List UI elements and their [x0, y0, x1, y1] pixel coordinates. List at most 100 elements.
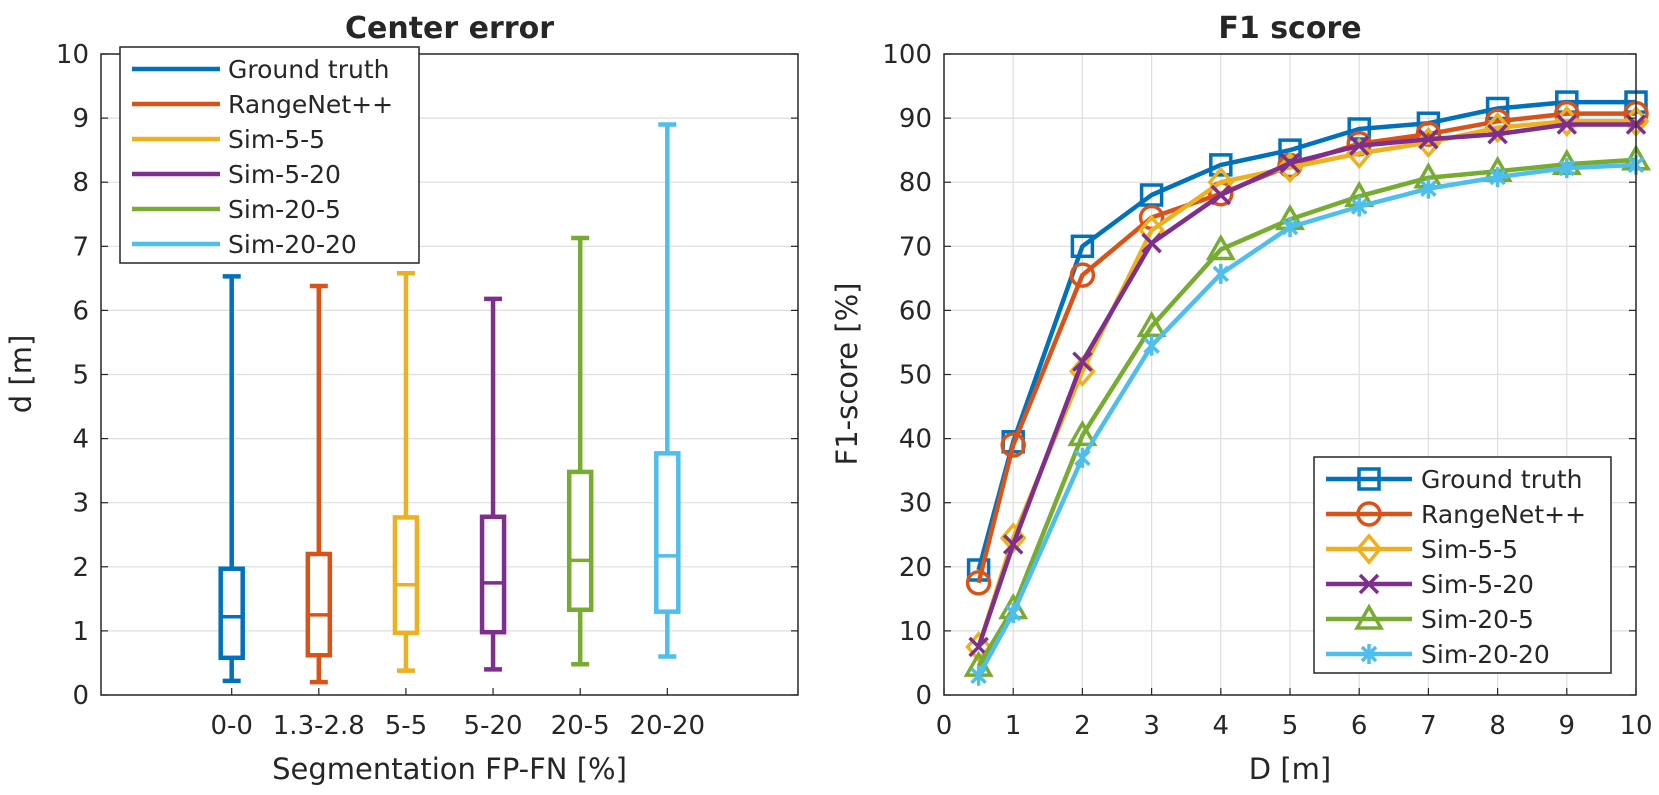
box-iqr [392, 515, 420, 636]
box-sim-20-5 [566, 235, 594, 667]
f1-score-lines [963, 90, 1652, 686]
f1-score-x-tick-label: 1 [1005, 711, 1022, 741]
point-ground-truth [1278, 138, 1302, 162]
point-sim-5-20 [1487, 123, 1508, 145]
f1-score-legend: Ground truth RangeNet++ Sim-5-5 Sim-5-20 Sim… [1313, 456, 1612, 674]
box-sim-20-20 [654, 122, 681, 659]
center-error-x-tick-label: 5-20 [464, 711, 523, 741]
f1-score-y-tick-label: 40 [899, 425, 932, 455]
point-sim-5-20 [1210, 184, 1232, 206]
center-error-y-tick-label: 4 [72, 425, 89, 455]
f1-score-y-tick-label: 100 [882, 40, 932, 70]
center-error-x-tick-label: 5-5 [385, 711, 427, 741]
center-error-y-tick-label: 5 [72, 361, 89, 391]
legend-marker-sim-20-20 [1360, 644, 1378, 664]
legend-label-rangenet: RangeNet++ [228, 90, 393, 119]
center-error-x-axis-label: Segmentation FP-FN [%] [272, 752, 627, 786]
point-sim-20-20 [970, 665, 987, 686]
f1-score-y-axis-label: F1-score [%] [830, 283, 864, 466]
legend-label-sim-5-5: Sim-5-5 [1421, 535, 1518, 564]
center-error-x-tick-label: 1.3-2.8 [273, 711, 365, 741]
f1-score-y-tick-label: 60 [899, 296, 932, 326]
point-sim-20-5 [1205, 233, 1236, 261]
box-sim-5-20 [479, 296, 507, 672]
point-sim-5-5 [965, 631, 992, 663]
point-ground-truth [1485, 96, 1510, 121]
box-iqr [654, 451, 681, 614]
center-error-ticks: 0 1 2 3 4 5 6 7 8 9 10 0-0 1.3-2.8 5-5 5-20 20-5 20-20 [56, 40, 798, 741]
center-error-x-tick-label: 20-5 [551, 711, 610, 741]
point-sim-5-20 [1418, 129, 1439, 150]
center-error-y-tick-label: 9 [72, 104, 89, 134]
f1-score-x-tick-label: 2 [1074, 711, 1091, 741]
box-iqr [566, 469, 594, 612]
point-sim-20-20 [1143, 335, 1160, 356]
f1-score-x-axis-label: D [m] [1249, 752, 1331, 786]
center-error-y-tick-label: 2 [72, 553, 89, 583]
box-iqr [305, 551, 333, 658]
center-error-chart: 0 1 2 3 4 5 6 7 8 9 10 0-0 1.3-2.8 5-5 5-20 20-5 20-20 C… [4, 11, 799, 786]
f1-score-x-tick-label: 7 [1420, 711, 1437, 741]
f1-score-ticks: 0 10 20 30 40 50 60 70 80 90 100 0 1 2 3 4 5 6 7 8 9 10 [882, 40, 1652, 741]
box-iqr [479, 514, 507, 635]
f1-score-x-tick-label: 9 [1559, 711, 1576, 741]
f1-score-x-tick-label: 10 [1619, 711, 1652, 741]
f1-score-x-tick-label: 0 [936, 711, 953, 741]
point-rangenet [1415, 121, 1442, 147]
point-sim-20-5 [1136, 310, 1167, 338]
legend-label-sim-20-5: Sim-20-5 [1421, 605, 1534, 634]
point-sim-5-20 [1279, 152, 1301, 174]
center-error-title: Center error [345, 11, 554, 46]
center-error-y-tick-label: 8 [72, 168, 89, 198]
legend-label-sim-5-20: Sim-5-20 [228, 160, 341, 189]
series-line-ground-truth [976, 99, 1636, 571]
legend-marker-sim-5-20 [1358, 573, 1380, 595]
point-sim-5-5 [1484, 112, 1511, 144]
f1-score-y-tick-label: 50 [899, 361, 932, 391]
center-error-boxes [218, 122, 681, 685]
f1-score-title: F1 score [1218, 11, 1361, 46]
f1-score-chart: 0 10 20 30 40 50 60 70 80 90 100 0 1 2 3 4 5 6 7 8 9 10 F1 sc… [830, 11, 1653, 786]
legend-label-sim-5-5: Sim-5-5 [228, 125, 325, 154]
point-sim-20-20 [1281, 217, 1299, 238]
point-rangenet [1069, 262, 1096, 288]
series-sim-5-20 [968, 114, 1647, 658]
point-sim-5-20 [1556, 114, 1578, 135]
f1-score-y-tick-label: 10 [899, 617, 932, 647]
legend-marker-ground-truth [1357, 467, 1381, 491]
legend-label-rangenet: RangeNet++ [1421, 500, 1586, 529]
legend-marker-rangenet [1356, 501, 1382, 527]
f1-score-y-tick-label: 30 [899, 489, 932, 519]
box-ground-truth [218, 274, 245, 684]
point-rangenet [965, 570, 992, 596]
legend-label-sim-20-20: Sim-20-20 [228, 230, 357, 259]
legend-label-sim-20-5: Sim-20-5 [228, 195, 341, 224]
box-sim-5-5 [392, 270, 420, 673]
center-error-y-tick-label: 10 [56, 40, 89, 70]
f1-score-y-tick-label: 0 [915, 681, 932, 711]
point-sim-20-20 [1350, 196, 1368, 217]
point-sim-20-20 [1212, 263, 1230, 284]
point-sim-5-20 [1348, 135, 1370, 156]
point-sim-20-5 [1067, 419, 1098, 447]
box-iqr [218, 566, 245, 661]
box-rangenet [305, 283, 333, 685]
point-ground-truth [1209, 153, 1233, 177]
f1-score-legend-box [1313, 456, 1612, 674]
f1-score-x-tick-label: 5 [1282, 711, 1299, 741]
point-sim-20-20 [1004, 602, 1022, 623]
f1-score-x-tick-label: 6 [1351, 711, 1368, 741]
point-sim-20-20 [1489, 167, 1506, 188]
point-rangenet [1000, 432, 1026, 458]
legend-label-sim-5-20: Sim-5-20 [1421, 570, 1534, 599]
point-sim-5-20 [1141, 232, 1162, 254]
point-sim-20-20 [1420, 178, 1437, 199]
point-sim-5-20 [1002, 534, 1024, 555]
point-sim-20-20 [1558, 158, 1576, 179]
center-error-y-tick-label: 6 [72, 296, 89, 326]
point-ground-truth [1070, 234, 1095, 259]
center-error-y-tick-label: 3 [72, 489, 89, 519]
f1-score-x-tick-label: 8 [1489, 711, 1506, 741]
